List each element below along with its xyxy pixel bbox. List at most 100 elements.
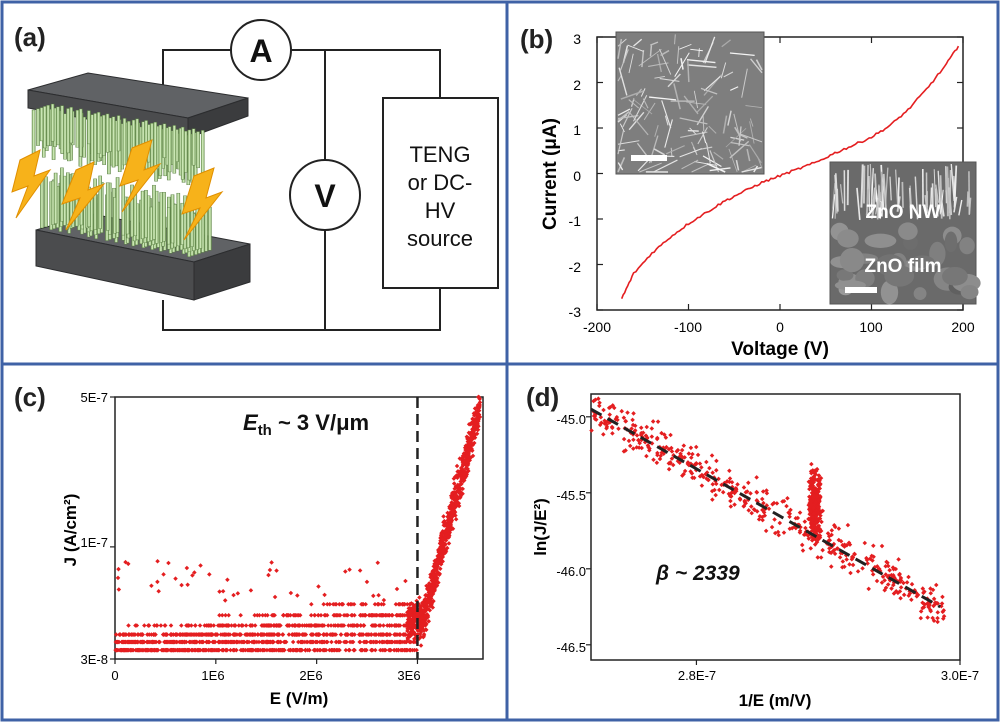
sem-nanowire bbox=[953, 196, 958, 213]
sem-fiber bbox=[723, 71, 734, 78]
data-point bbox=[458, 482, 463, 487]
data-point bbox=[344, 639, 349, 645]
data-point bbox=[405, 601, 410, 607]
data-point bbox=[253, 647, 259, 653]
data-point bbox=[623, 418, 628, 424]
data-point bbox=[454, 463, 460, 469]
data-point bbox=[931, 596, 937, 602]
data-point bbox=[845, 522, 851, 528]
data-point bbox=[781, 498, 787, 504]
sem-nanowire bbox=[945, 166, 948, 204]
data-point bbox=[330, 601, 336, 607]
sem-nanowire bbox=[870, 168, 874, 212]
data-point bbox=[307, 647, 312, 653]
data-point bbox=[327, 632, 333, 637]
sem-fiber bbox=[679, 117, 708, 125]
data-point bbox=[282, 639, 287, 645]
data-point bbox=[261, 623, 266, 628]
data-point bbox=[429, 574, 435, 580]
data-point bbox=[840, 559, 846, 564]
data-point bbox=[397, 612, 403, 618]
data-point bbox=[737, 496, 743, 501]
nanowire bbox=[93, 113, 97, 165]
data-point bbox=[351, 623, 357, 628]
data-point bbox=[697, 461, 703, 466]
data-point bbox=[644, 453, 649, 459]
data-point bbox=[604, 424, 610, 430]
data-point bbox=[451, 481, 457, 486]
data-point bbox=[289, 632, 295, 637]
sem-grain bbox=[864, 233, 897, 248]
sem-fiber bbox=[729, 52, 755, 57]
data-point bbox=[904, 580, 910, 585]
data-point bbox=[158, 623, 164, 628]
data-point bbox=[668, 432, 673, 438]
data-point bbox=[303, 639, 309, 645]
data-point bbox=[357, 639, 362, 645]
data-point bbox=[405, 626, 410, 632]
data-point bbox=[803, 525, 808, 531]
data-point bbox=[862, 540, 868, 546]
data-point bbox=[631, 437, 636, 442]
data-point bbox=[364, 579, 370, 585]
sem-grain bbox=[913, 287, 927, 301]
data-point bbox=[415, 611, 421, 617]
data-point bbox=[593, 417, 599, 422]
sem-fiber bbox=[702, 131, 707, 144]
data-point bbox=[785, 496, 790, 501]
data-point bbox=[427, 608, 433, 613]
data-point bbox=[699, 483, 705, 488]
data-point bbox=[933, 582, 939, 588]
data-point bbox=[423, 621, 429, 626]
sem-nanowire bbox=[868, 175, 871, 212]
beta-annotation: β ~ 2339 bbox=[655, 562, 740, 585]
data-point bbox=[358, 612, 364, 618]
nanowire bbox=[162, 192, 166, 242]
data-point bbox=[843, 543, 848, 548]
sem-fiber bbox=[708, 125, 717, 134]
data-point bbox=[850, 555, 856, 560]
data-point bbox=[362, 647, 367, 653]
data-point bbox=[319, 639, 324, 645]
data-point bbox=[764, 491, 770, 496]
data-point bbox=[252, 623, 258, 628]
data-point bbox=[692, 462, 698, 467]
data-point bbox=[425, 614, 431, 620]
nanowire bbox=[152, 184, 156, 240]
data-point bbox=[294, 647, 300, 653]
data-point bbox=[387, 612, 392, 618]
nanowire bbox=[105, 113, 110, 153]
data-point bbox=[184, 565, 190, 571]
data-point bbox=[385, 639, 390, 645]
data-point bbox=[266, 572, 271, 578]
data-point bbox=[865, 561, 870, 566]
data-point bbox=[808, 509, 813, 515]
data-point bbox=[357, 568, 363, 573]
data-point bbox=[446, 534, 452, 539]
data-point bbox=[349, 639, 355, 645]
nanowire bbox=[60, 167, 64, 222]
data-point bbox=[749, 510, 754, 516]
data-point bbox=[257, 612, 262, 618]
sem-fiber bbox=[619, 49, 629, 72]
data-point bbox=[607, 412, 612, 417]
data-point bbox=[451, 476, 457, 481]
data-point bbox=[316, 612, 321, 618]
nanowire bbox=[180, 126, 185, 180]
data-point bbox=[377, 639, 382, 645]
data-point bbox=[389, 639, 394, 645]
voltmeter-label: V bbox=[314, 178, 336, 214]
data-point bbox=[361, 601, 366, 607]
data-point bbox=[155, 579, 160, 585]
sem-fiber bbox=[653, 159, 678, 173]
data-point bbox=[337, 601, 342, 607]
data-point bbox=[442, 546, 447, 552]
data-point bbox=[430, 605, 436, 610]
data-point bbox=[928, 591, 934, 596]
data-point bbox=[207, 572, 212, 577]
sem-nanowire bbox=[871, 187, 876, 219]
x-axis-label: 1/E (m/V) bbox=[739, 691, 812, 710]
xtick-label: -200 bbox=[583, 319, 611, 335]
data-point bbox=[855, 569, 861, 574]
data-point bbox=[375, 560, 381, 566]
